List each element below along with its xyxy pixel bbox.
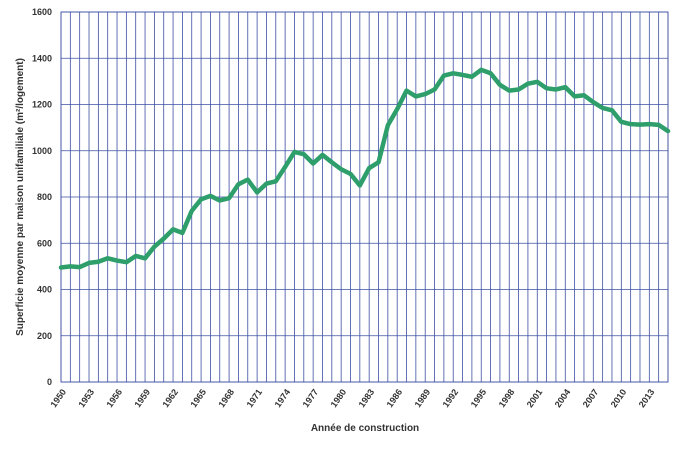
series-line: [58, 67, 671, 270]
x-tick-label: 1983: [357, 387, 377, 409]
x-tick-label: 2001: [525, 387, 545, 409]
x-tick-label: 2004: [553, 387, 573, 409]
x-tick-label: 1977: [301, 387, 321, 409]
y-tick-label: 1400: [32, 53, 52, 63]
x-tick-label: 1962: [160, 387, 180, 409]
x-tick-label: 1986: [385, 387, 405, 409]
grid-lines: [60, 11, 669, 383]
x-tick-label: 1974: [273, 387, 293, 409]
x-tick-label: 1959: [132, 387, 152, 409]
x-tick-label: 1950: [48, 387, 68, 409]
x-tick-label: 1956: [104, 387, 124, 409]
x-tick-label: 1995: [469, 387, 489, 409]
x-tick-label: 1989: [413, 387, 433, 409]
plot-border: [60, 11, 669, 383]
y-tick-label: 400: [37, 285, 52, 295]
x-tick-label: 1971: [245, 387, 265, 409]
x-tick-label: 1953: [76, 387, 96, 409]
y-tick-label: 1600: [32, 7, 52, 17]
x-axis-title: Année de construction: [311, 423, 419, 434]
y-axis-title: Superficie moyenne par maison unifamilia…: [15, 58, 26, 336]
y-tick-label: 0: [47, 377, 52, 387]
x-tick-label: 1965: [188, 387, 208, 409]
y-tick-label: 1200: [32, 100, 52, 110]
y-tick-label: 1000: [32, 146, 52, 156]
x-tick-label: 1980: [329, 387, 349, 409]
x-tick-label: 1968: [217, 387, 237, 409]
x-tick-label: 2013: [637, 387, 657, 409]
x-axis-ticks: 1950 1953 1956 1959 1962 1965 1968 1971 1974 1977…: [48, 387, 656, 409]
y-tick-label: 800: [37, 192, 52, 202]
x-tick-label: 1998: [497, 387, 517, 409]
x-tick-label: 1992: [441, 387, 461, 409]
y-tick-label: 200: [37, 331, 52, 341]
y-tick-label: 600: [37, 238, 52, 248]
x-tick-label: 2010: [609, 387, 629, 409]
x-tick-label: 2007: [581, 387, 601, 409]
y-axis-ticks: 0 200 400 600 800 1000 1200 1400 1600: [32, 7, 52, 387]
series-layer: [58, 67, 671, 270]
